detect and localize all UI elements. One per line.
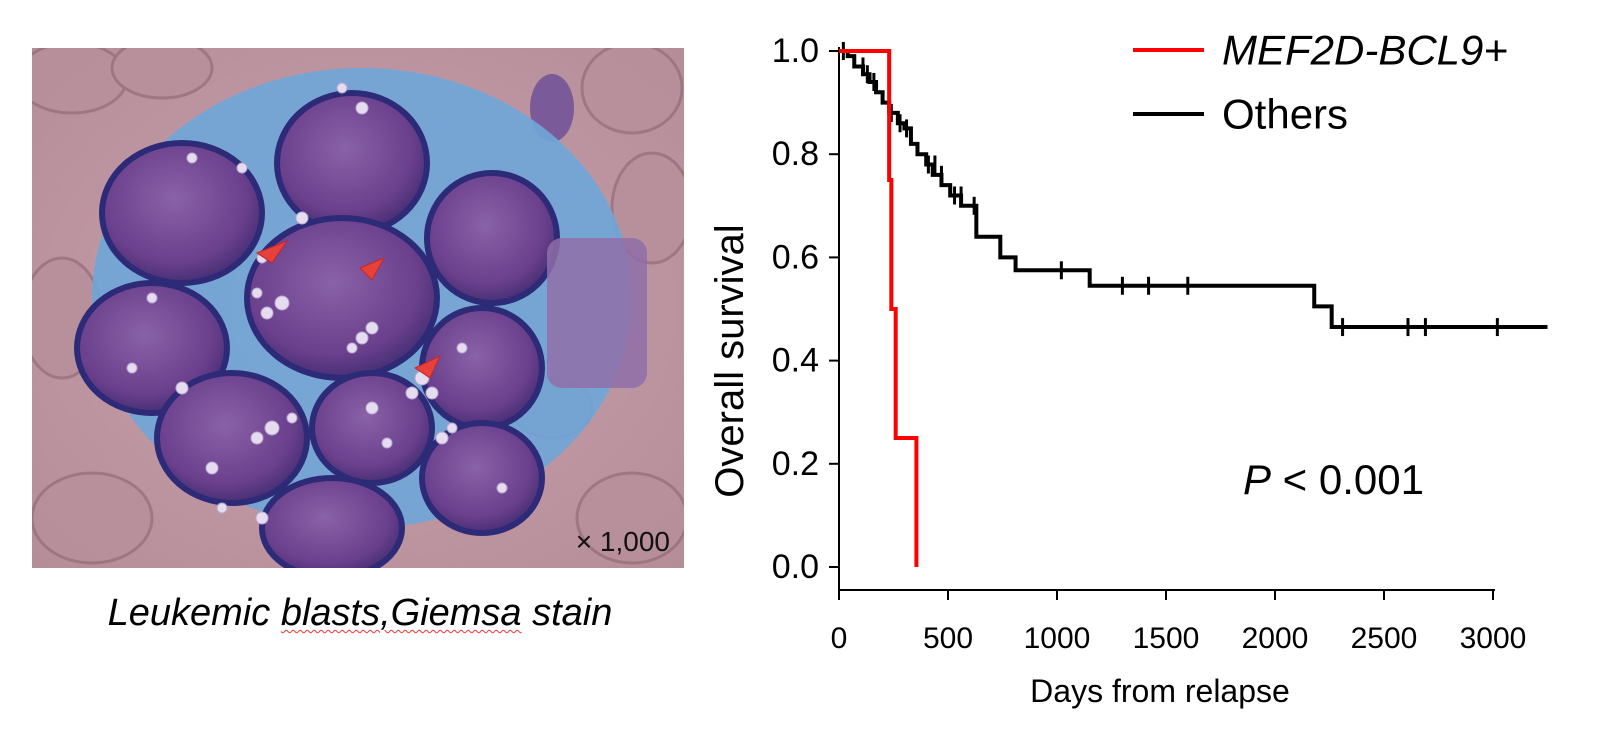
magnification-label: × 1,000 (575, 526, 670, 557)
series-line-others (839, 49, 1548, 330)
caption-text-end: stain (521, 592, 613, 634)
survival-chart: 0.0 0.2 0.4 0.6 0.8 1.0 0 500 1000 1500 2000 2500 30… (708, 27, 1548, 709)
legend-label: Others (1222, 91, 1348, 138)
arrow-marker (359, 256, 386, 281)
micrograph-image (32, 48, 684, 568)
y-tick-label: 0.2 (772, 445, 819, 483)
x-tick-label: 2000 (1242, 622, 1309, 655)
micrograph-caption: Leukemic blasts,Giemsa stain (0, 592, 720, 635)
caption-text: Leukemic (107, 592, 281, 634)
arrow-marker (413, 354, 442, 379)
p-value-annotation: P < 0.001 (1243, 456, 1424, 503)
x-tick-label: 2500 (1351, 622, 1418, 655)
y-tick-label: 0.6 (772, 238, 819, 276)
y-tick-label: 1.0 (772, 32, 819, 70)
p-value: < 0.001 (1271, 456, 1424, 503)
p-symbol: P (1243, 456, 1271, 503)
x-tick-label: 3000 (1460, 622, 1527, 655)
chart-axes: 0.0 0.2 0.4 0.6 0.8 1.0 0 500 1000 1500 2000 2500 30… (772, 32, 1527, 655)
legend-label: MEF2D-BCL9+ (1222, 27, 1508, 74)
x-tick-label: 0 (831, 622, 848, 655)
caption-spellcheck-word: blasts,Giemsa (280, 592, 522, 634)
x-tick-label: 1500 (1133, 622, 1200, 655)
x-tick-label: 1000 (1024, 622, 1091, 655)
arrow-marker (255, 239, 289, 264)
series-line-mef2d-bcl9- (839, 49, 919, 567)
annotation-arrows (255, 239, 442, 379)
y-tick-label: 0.4 (772, 342, 819, 380)
y-tick-label: 0.8 (772, 135, 819, 173)
x-tick-label: 500 (923, 622, 973, 655)
chart-legend: MEF2D-BCL9+ Others (1133, 27, 1508, 138)
x-axis-label: Days from relapse (1030, 673, 1290, 709)
micrograph-panel: × 1,000 (32, 48, 684, 568)
y-axis-label: Overall survival (708, 224, 752, 497)
chart-series (839, 42, 1548, 567)
y-tick-label: 0.0 (772, 548, 819, 586)
